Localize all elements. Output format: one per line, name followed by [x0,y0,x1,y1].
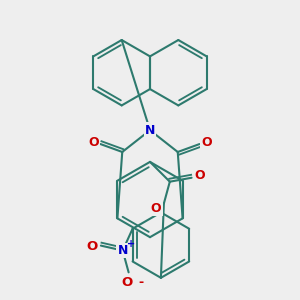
Text: O: O [121,276,132,289]
Text: O: O [194,169,205,182]
Text: +: + [127,238,135,249]
Text: O: O [86,240,98,253]
Text: N: N [118,244,128,257]
Text: -: - [138,276,143,289]
Text: O: O [201,136,212,148]
Text: O: O [88,136,99,148]
Text: N: N [145,124,155,137]
Text: O: O [151,202,161,215]
